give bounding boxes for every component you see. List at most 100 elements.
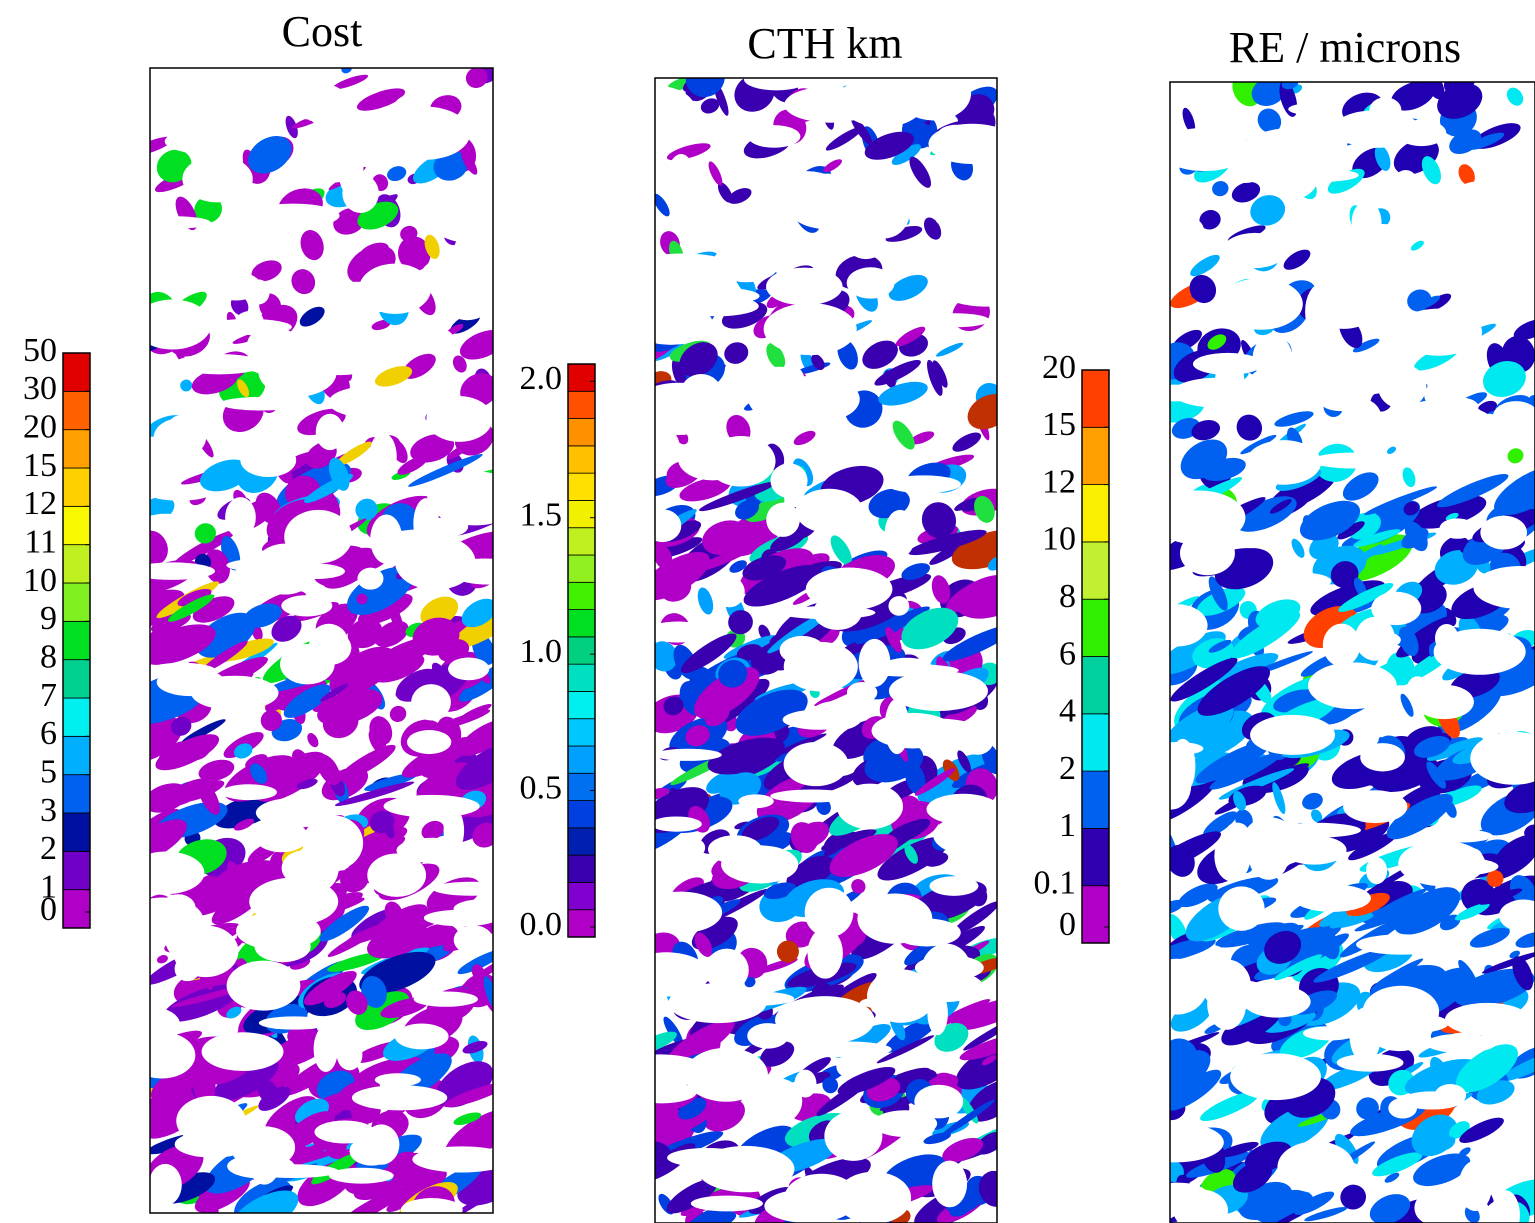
- colorbar-frame: [567, 363, 596, 938]
- cloud-patch: [233, 818, 255, 831]
- cloud-patch: [1170, 998, 1213, 1032]
- clear-patch: [150, 1007, 181, 1043]
- cloud-patch: [200, 640, 248, 674]
- cloud-patch: [829, 834, 898, 877]
- cloud-patch: [421, 820, 445, 840]
- clear-patch: [1222, 232, 1288, 269]
- cloud-patch: [173, 530, 236, 566]
- clear-patch: [254, 821, 309, 853]
- clear-patch: [426, 396, 493, 442]
- cloud-patch: [320, 683, 349, 702]
- colorbar-tick-label: 2: [1059, 750, 1076, 787]
- cloud-patch: [443, 1082, 493, 1108]
- clear-patch: [872, 1110, 938, 1138]
- cloud-patch: [1191, 291, 1200, 299]
- cloud-patch: [1170, 1054, 1188, 1079]
- clear-patch: [1366, 857, 1388, 885]
- cloud-patch: [1294, 1191, 1335, 1215]
- clear-patch: [932, 1160, 968, 1208]
- cloud-patch: [978, 1170, 997, 1207]
- clear-patch: [1444, 1002, 1530, 1036]
- cloud-patch: [1186, 710, 1254, 759]
- cloud-patch: [850, 115, 873, 146]
- clear-patch: [163, 904, 191, 957]
- clear-patch: [1218, 886, 1265, 931]
- cloud-patch: [461, 151, 478, 175]
- clear-patch: [1473, 566, 1535, 609]
- cloud-patch: [386, 1171, 447, 1212]
- clear-patch: [795, 488, 863, 533]
- cloud-patch: [823, 159, 842, 173]
- cloud-patch: [932, 360, 948, 388]
- cloud-patch: [271, 615, 302, 642]
- cloud-patch: [311, 1152, 361, 1185]
- clear-patch: [336, 1039, 363, 1071]
- cloud-patch: [1310, 809, 1323, 823]
- clear-patch: [1356, 934, 1447, 955]
- clear-patch: [766, 267, 843, 306]
- colorbar-tick-label: 15: [23, 447, 57, 484]
- cloud-patch: [1348, 832, 1398, 861]
- cloud-patch: [1274, 411, 1314, 427]
- clear-patch: [1490, 1133, 1535, 1172]
- clear-patch: [1214, 830, 1251, 882]
- cloud-patch: [1445, 512, 1459, 521]
- clear-patch: [367, 853, 427, 897]
- cloud-patch: [888, 274, 928, 301]
- colorbar-segment: [567, 500, 596, 529]
- cloud-patch: [1273, 954, 1323, 981]
- clear-patch: [1366, 1004, 1432, 1052]
- clear-patch: [377, 324, 454, 352]
- cloud-patch: [1281, 82, 1299, 90]
- cloud-patch: [1483, 361, 1526, 398]
- cloud-patch: [772, 733, 827, 757]
- clear-patch: [173, 354, 265, 375]
- clear-patch: [281, 595, 333, 617]
- cloud-patch: [668, 788, 683, 807]
- cloud-patch: [1353, 529, 1401, 547]
- clear-patch: [400, 1198, 463, 1213]
- cloud-patch: [1352, 338, 1380, 353]
- cloud-patch: [895, 326, 926, 347]
- cloud-patch: [307, 733, 319, 748]
- cloud-patch: [1485, 828, 1535, 870]
- clear-patch: [766, 502, 800, 537]
- cloud-patch: [766, 343, 786, 370]
- clear-patch: [908, 971, 984, 1003]
- clear-patch: [1302, 1026, 1358, 1041]
- clear-patch: [423, 909, 493, 927]
- clear-patch: [453, 925, 493, 955]
- cloud-patch: [1342, 472, 1379, 501]
- colorbar-segment: [567, 418, 596, 447]
- cloud-patch: [729, 560, 747, 573]
- colorbar-tick-label: 12: [1042, 463, 1076, 500]
- clear-patch: [655, 891, 723, 934]
- clear-patch: [456, 568, 493, 585]
- cloud-patch: [950, 997, 997, 1031]
- clear-patch: [666, 154, 696, 205]
- cloud-patch: [1486, 870, 1504, 888]
- colorbar-segment: [567, 581, 596, 610]
- cloud-patch: [655, 787, 670, 800]
- clear-patch: [1332, 110, 1420, 148]
- clear-patch: [150, 1163, 182, 1206]
- clear-patch: [938, 268, 997, 307]
- cloud-patch: [410, 434, 455, 463]
- cloud-patch: [1500, 1050, 1535, 1082]
- cloud-patch: [299, 306, 325, 327]
- cloud-patch: [952, 432, 982, 452]
- cloud-patch: [892, 420, 915, 450]
- clear-patch: [1345, 399, 1384, 454]
- clear-patch: [1354, 616, 1395, 661]
- clear-patch: [1271, 822, 1361, 838]
- cloud-patch: [1421, 156, 1441, 185]
- cloud-patch: [735, 689, 808, 736]
- cloud-patch: [1191, 419, 1221, 441]
- colorbar-segment: [62, 659, 91, 699]
- cloud-patch: [1251, 82, 1286, 106]
- cloud-patch: [854, 612, 889, 630]
- cloud-patch: [248, 136, 292, 174]
- cloud-patch: [1216, 653, 1279, 682]
- clear-patch: [1390, 169, 1421, 215]
- cloud-patch: [296, 778, 318, 790]
